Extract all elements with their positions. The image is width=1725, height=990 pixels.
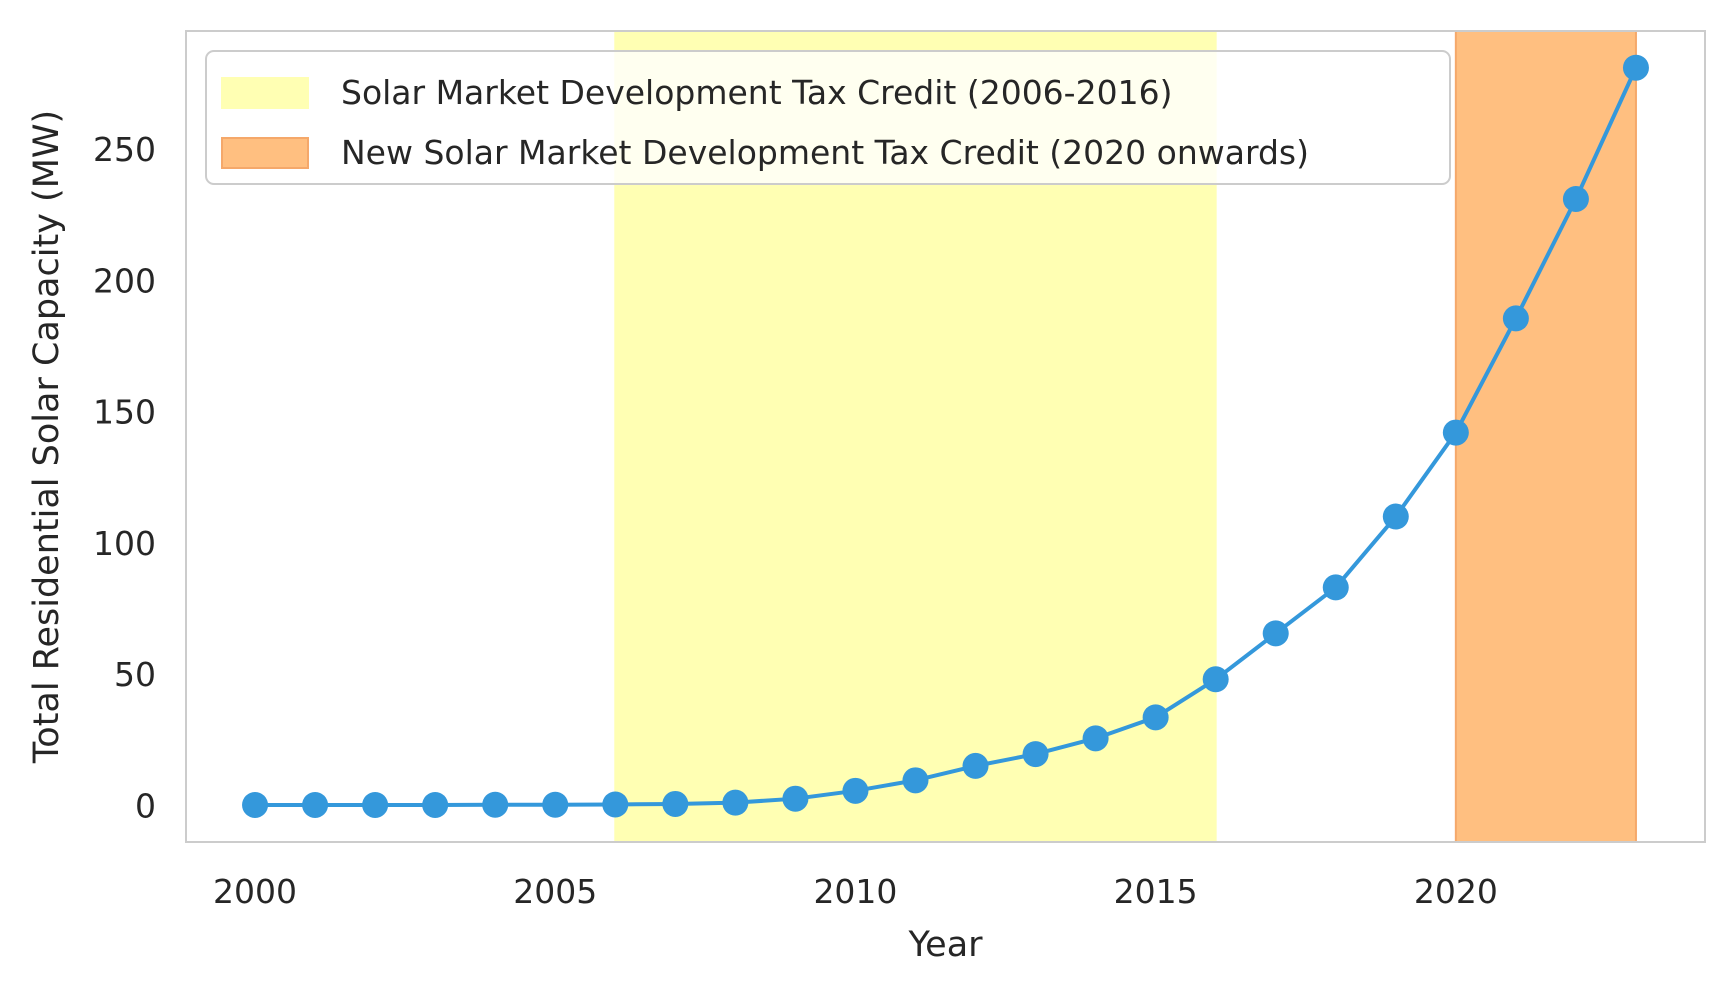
data-point-2006	[602, 791, 629, 818]
y-tick-100: 100	[93, 524, 156, 563]
x-tick-2015: 2015	[1114, 872, 1198, 911]
x-tick-2000: 2000	[213, 872, 297, 911]
legend-label-1: Solar Market Development Tax Credit (200…	[341, 73, 1172, 112]
data-point-2015	[1142, 704, 1169, 731]
data-point-2016	[1202, 666, 1229, 693]
y-tick-0: 0	[135, 786, 156, 825]
data-point-2000	[242, 791, 269, 818]
shaded-span-2	[1454, 30, 1637, 843]
y-tick-150: 150	[93, 393, 156, 432]
data-point-2013	[1022, 741, 1049, 768]
y-tick-250: 250	[93, 130, 156, 169]
y-axis-label: Total Residential Solar Capacity (MW)	[27, 110, 67, 764]
x-tick-2005: 2005	[513, 872, 597, 911]
x-axis-label: Year	[907, 925, 983, 965]
data-point-2020	[1442, 419, 1469, 446]
legend: Solar Market Development Tax Credit (200…	[205, 50, 1451, 185]
data-point-2004	[482, 791, 509, 818]
data-point-2022	[1562, 185, 1589, 212]
legend-swatch-1	[221, 77, 309, 109]
data-point-2018	[1322, 574, 1349, 601]
x-tick-2020: 2020	[1414, 872, 1498, 911]
y-tick-50: 50	[114, 655, 156, 694]
data-point-2012	[962, 752, 989, 779]
y-tick-labels: 0 50 100 150 200 250	[93, 130, 156, 825]
data-point-2007	[662, 790, 689, 817]
data-point-2002	[362, 791, 389, 818]
data-point-2014	[1082, 725, 1109, 752]
data-point-2009	[782, 785, 809, 812]
x-tick-labels: 2000 2005 2010 2015 2020	[213, 872, 1498, 911]
data-point-2008	[722, 789, 749, 816]
x-tick-2010: 2010	[813, 872, 897, 911]
data-point-2001	[302, 791, 329, 818]
plot-frame	[185, 30, 1706, 843]
data-point-2011	[902, 767, 929, 794]
data-point-2003	[422, 791, 449, 818]
legend-swatch-2	[221, 137, 309, 169]
legend-frame	[205, 50, 1451, 185]
legend-label-2: New Solar Market Development Tax Credit …	[341, 133, 1309, 172]
data-point-2021	[1502, 305, 1529, 332]
data-point-2023	[1622, 54, 1649, 81]
data-point-2019	[1382, 503, 1409, 530]
data-point-2005	[542, 791, 569, 818]
data-point-2010	[842, 777, 869, 804]
series-layer	[242, 54, 1649, 818]
y-tick-200: 200	[93, 261, 156, 300]
data-point-2017	[1262, 620, 1289, 647]
